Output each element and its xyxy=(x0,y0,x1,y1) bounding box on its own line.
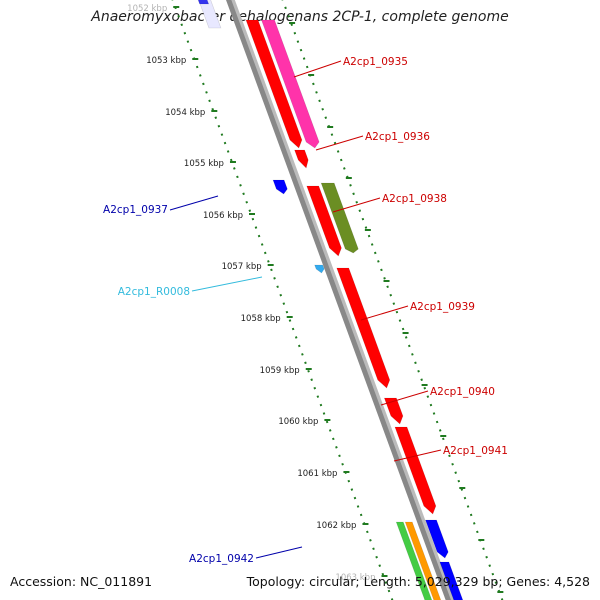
gene-label[interactable]: A2cp1_0936 xyxy=(365,131,430,143)
gene-label-leader xyxy=(315,135,364,151)
gene-label[interactable]: A2cp1_0938 xyxy=(382,193,447,205)
tick-label: 1063 kbp xyxy=(335,573,375,583)
tick-label: 1055 kbp xyxy=(184,159,224,169)
backbone-shadow xyxy=(228,0,455,600)
tick-label: 1057 kbp xyxy=(222,262,262,272)
gene-track-feature[interactable] xyxy=(261,19,320,149)
backbone-line xyxy=(226,0,451,600)
gene-track-feature[interactable] xyxy=(404,521,444,600)
gene-label-leader xyxy=(332,197,381,213)
cds-feature[interactable] xyxy=(394,426,437,515)
scale-line-right xyxy=(281,0,504,600)
cds-feature[interactable] xyxy=(336,267,391,389)
gene-label-leader xyxy=(380,390,429,406)
scale-line-left xyxy=(171,0,394,600)
tick-label: 1052 kbp xyxy=(127,4,167,14)
tick-label: 1061 kbp xyxy=(297,469,337,479)
gene-label-leader xyxy=(255,546,303,559)
gene-label-leader xyxy=(169,195,219,211)
genome-summary-text: Topology: circular; Length: 5,029,329 bp… xyxy=(246,574,590,589)
tick-label: 1056 kbp xyxy=(203,211,243,221)
cds-feature[interactable] xyxy=(272,179,288,195)
gene-track-feature[interactable] xyxy=(320,182,359,254)
cds-feature[interactable] xyxy=(294,149,309,169)
gene-label[interactable]: A2cp1_0941 xyxy=(443,445,508,457)
tick-label: 1058 kbp xyxy=(241,314,281,324)
cds-feature[interactable] xyxy=(383,397,404,425)
gene-label[interactable]: A2cp1_0942 xyxy=(189,553,254,565)
cds-feature[interactable] xyxy=(439,561,467,600)
gene-label-leader xyxy=(293,60,342,78)
gene-label-leader xyxy=(191,276,263,292)
cds-feature[interactable] xyxy=(195,0,210,5)
gene-label[interactable]: A2cp1_0937 xyxy=(103,204,168,216)
tick-label: 1060 kbp xyxy=(278,417,318,427)
map-title: Anaeromyxobacter dehalogenans 2CP-1, com… xyxy=(91,9,509,25)
tick-label: 1053 kbp xyxy=(146,56,186,66)
tick-label: 1054 kbp xyxy=(165,108,205,118)
rna-feature[interactable] xyxy=(314,264,325,274)
accession-text: Accession: NC_011891 xyxy=(10,574,153,589)
tick-label: 1059 kbp xyxy=(260,366,300,376)
gene-track-feature[interactable] xyxy=(395,521,435,600)
cds-feature[interactable] xyxy=(306,185,342,257)
gene-label[interactable]: A2cp1_0939 xyxy=(410,301,475,313)
gene-label-leader xyxy=(360,305,409,321)
gene-label[interactable]: A2cp1_0935 xyxy=(343,56,408,68)
cds-feature[interactable] xyxy=(425,519,449,559)
cds-feature[interactable] xyxy=(245,19,303,149)
gene-label[interactable]: A2cp1_R0008 xyxy=(118,286,190,298)
cds-feature-faded[interactable] xyxy=(195,0,222,29)
gene-label[interactable]: A2cp1_0940 xyxy=(430,386,495,398)
gene-label-leader xyxy=(393,449,442,462)
tick-label: 1062 kbp xyxy=(316,521,356,531)
